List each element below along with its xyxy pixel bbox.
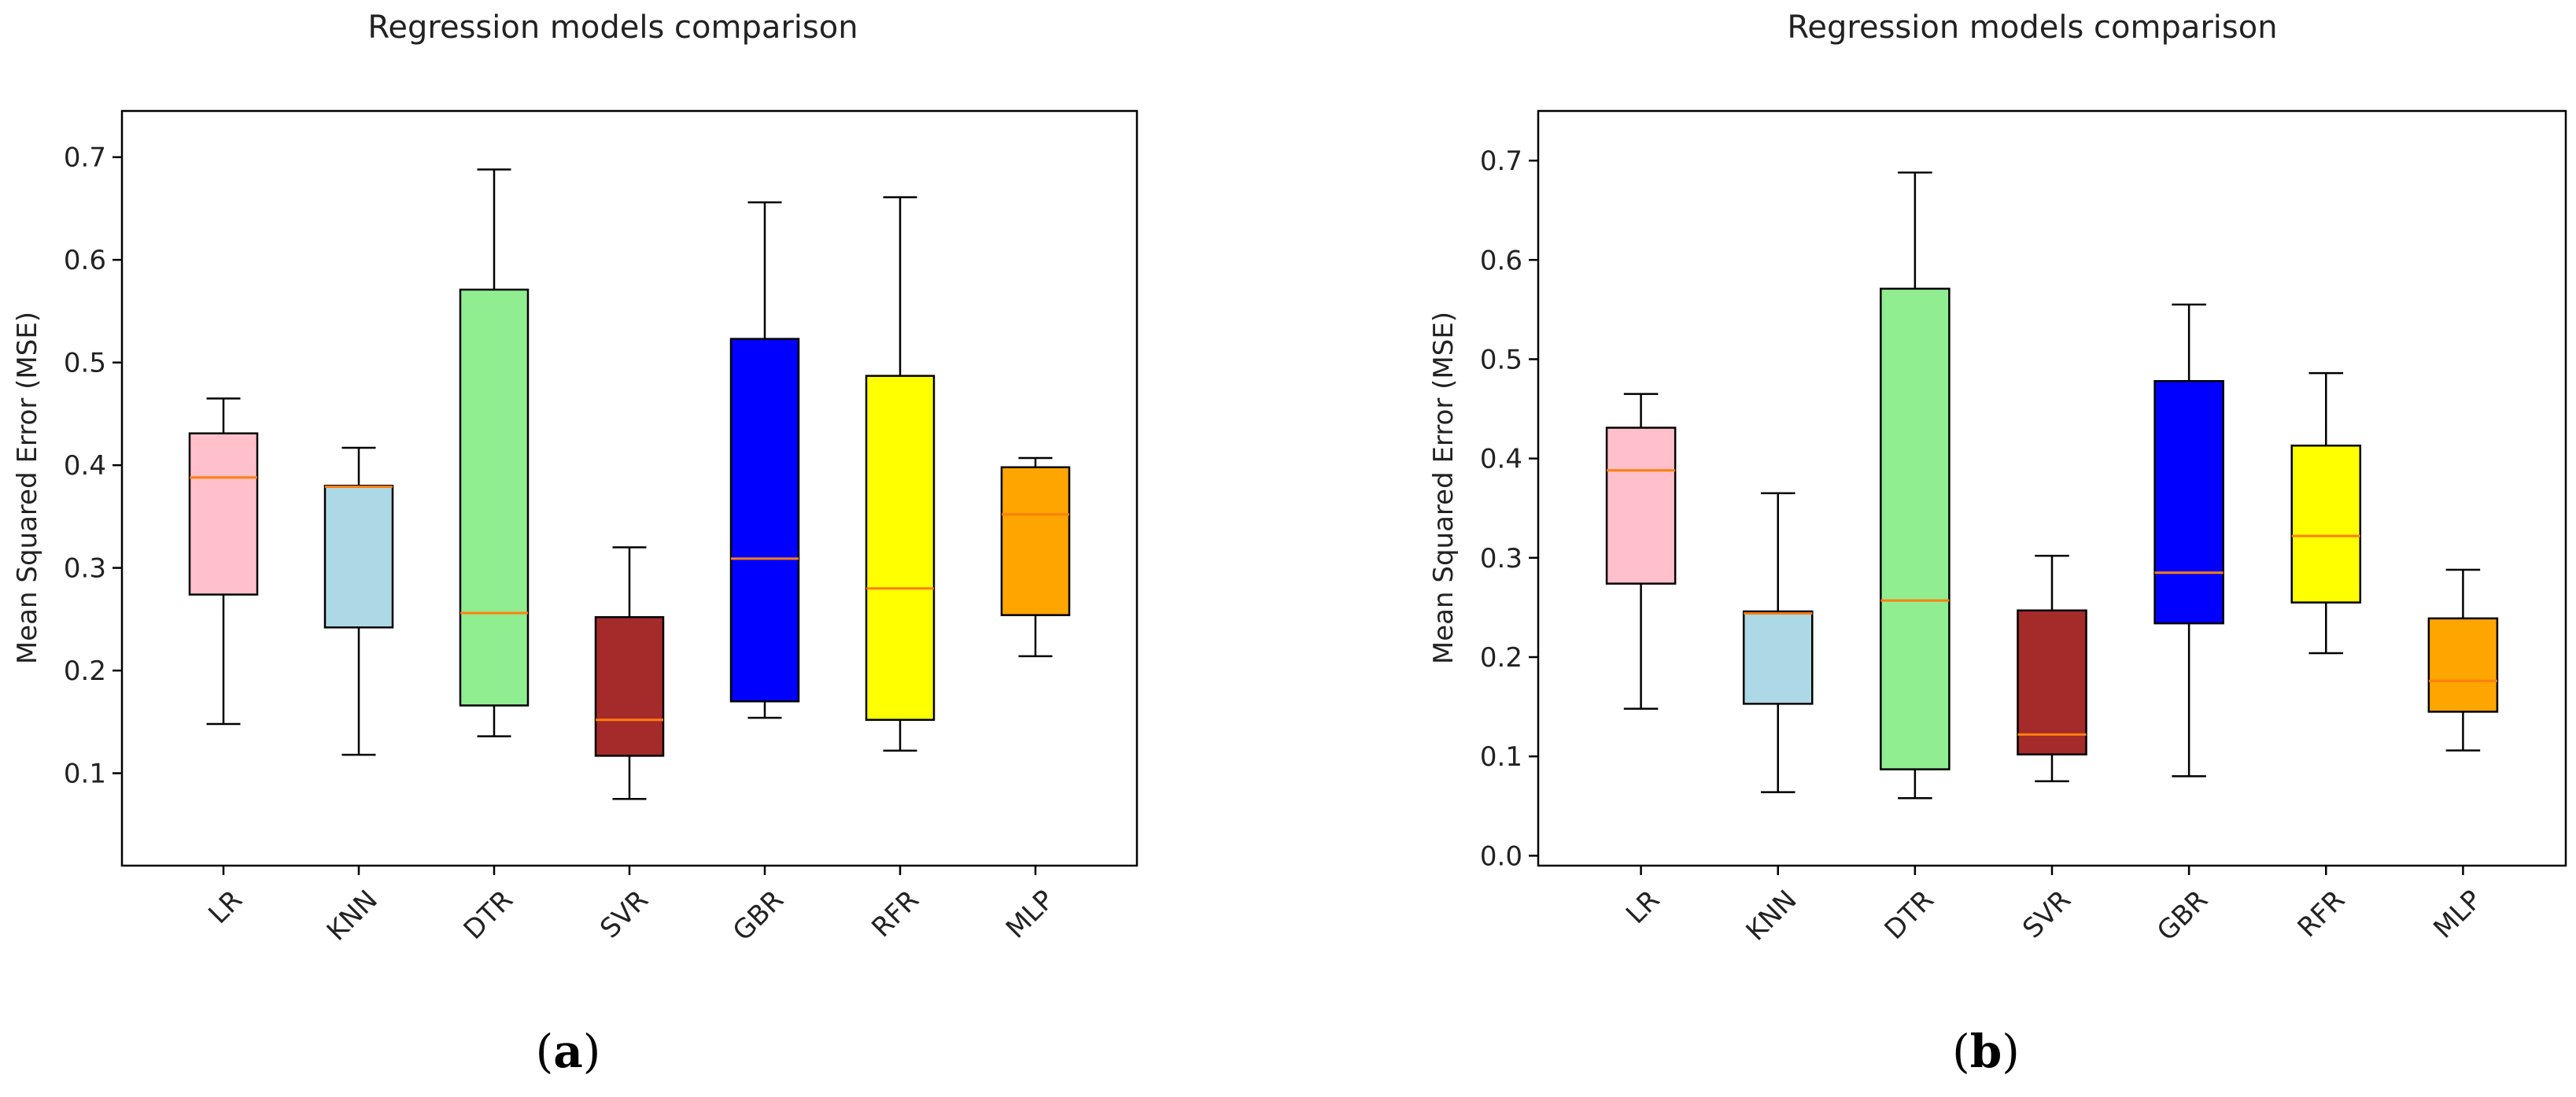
chart-panel-b: Regression models comparison Mean Square… — [1428, 9, 2567, 1078]
y-tick-label: 0.0 — [1480, 840, 1522, 872]
x-tick-label: RFR — [865, 885, 925, 944]
y-tick-label: 0.4 — [1480, 444, 1522, 475]
x-tick-label: LR — [1620, 885, 1666, 930]
box-gbr — [2153, 379, 2224, 625]
box-knn — [323, 484, 394, 629]
plot-frame — [120, 109, 1139, 867]
box-gbr — [729, 338, 800, 703]
y-tick-label: 0.5 — [64, 348, 106, 379]
chart-title: Regression models comparison — [367, 9, 858, 46]
y-axis-label: Mean Squared Error (MSE) — [1428, 312, 1460, 664]
x-tick-label: DTR — [458, 885, 519, 946]
y-tick-label: 0.2 — [64, 656, 106, 687]
x-tick-label: RFR — [2292, 885, 2352, 944]
x-tick-label: GBR — [2151, 885, 2214, 947]
plot-frame — [1537, 109, 2567, 867]
x-tick-label: KNN — [1740, 885, 1803, 947]
panel-label-a: (a) — [536, 1025, 601, 1078]
panel-label-close-paren: ) — [583, 1025, 601, 1078]
y-tick-label: 0.6 — [1480, 245, 1522, 276]
x-tick-label: LR — [203, 885, 249, 930]
y-tick-label: 0.1 — [64, 759, 106, 790]
box-knn — [1742, 610, 1814, 705]
panel-label-close-paren: ) — [2002, 1025, 2020, 1078]
y-tick-label: 0.7 — [1480, 146, 1522, 177]
x-tick-label: KNN — [321, 885, 384, 947]
panel-label-letter: a — [553, 1025, 583, 1078]
y-tick-label: 0.6 — [64, 245, 106, 276]
box-lr — [188, 432, 259, 596]
box-dtr — [459, 288, 530, 707]
y-tick-label: 0.3 — [1480, 543, 1522, 574]
x-tick-label: MLP — [2427, 885, 2488, 945]
box-svr — [2017, 609, 2087, 755]
y-tick-label: 0.4 — [64, 450, 106, 482]
x-tick-label: GBR — [727, 885, 790, 947]
box-mlp — [1000, 466, 1071, 616]
y-tick-label: 0.2 — [1480, 642, 1522, 674]
box-svr — [594, 615, 665, 757]
y-tick-label: 0.7 — [64, 142, 106, 174]
y-axis-label: Mean Squared Error (MSE) — [12, 312, 43, 664]
box-rfr — [865, 375, 936, 721]
y-tick-label: 0.5 — [1480, 344, 1522, 375]
x-tick-label: DTR — [1879, 885, 1940, 946]
x-tick-label: MLP — [1000, 885, 1061, 945]
panel-label-b: (b) — [1952, 1025, 2020, 1078]
panel-label-open-paren: ( — [1952, 1025, 1970, 1078]
panel-label-open-paren: ( — [536, 1025, 554, 1078]
box-rfr — [2290, 444, 2362, 604]
chart-panel-a: Regression models comparison Mean Square… — [12, 9, 1139, 1078]
box-lr — [1605, 427, 1677, 585]
x-tick-label: SVR — [2017, 885, 2077, 945]
box-mlp — [2427, 617, 2499, 713]
y-tick-label: 0.1 — [1480, 741, 1522, 773]
y-tick-label: 0.3 — [64, 553, 106, 585]
box-dtr — [1880, 287, 1950, 770]
panel-label-letter: b — [1970, 1025, 2002, 1078]
chart-title: Regression models comparison — [1787, 9, 2277, 46]
x-tick-label: SVR — [594, 885, 655, 945]
